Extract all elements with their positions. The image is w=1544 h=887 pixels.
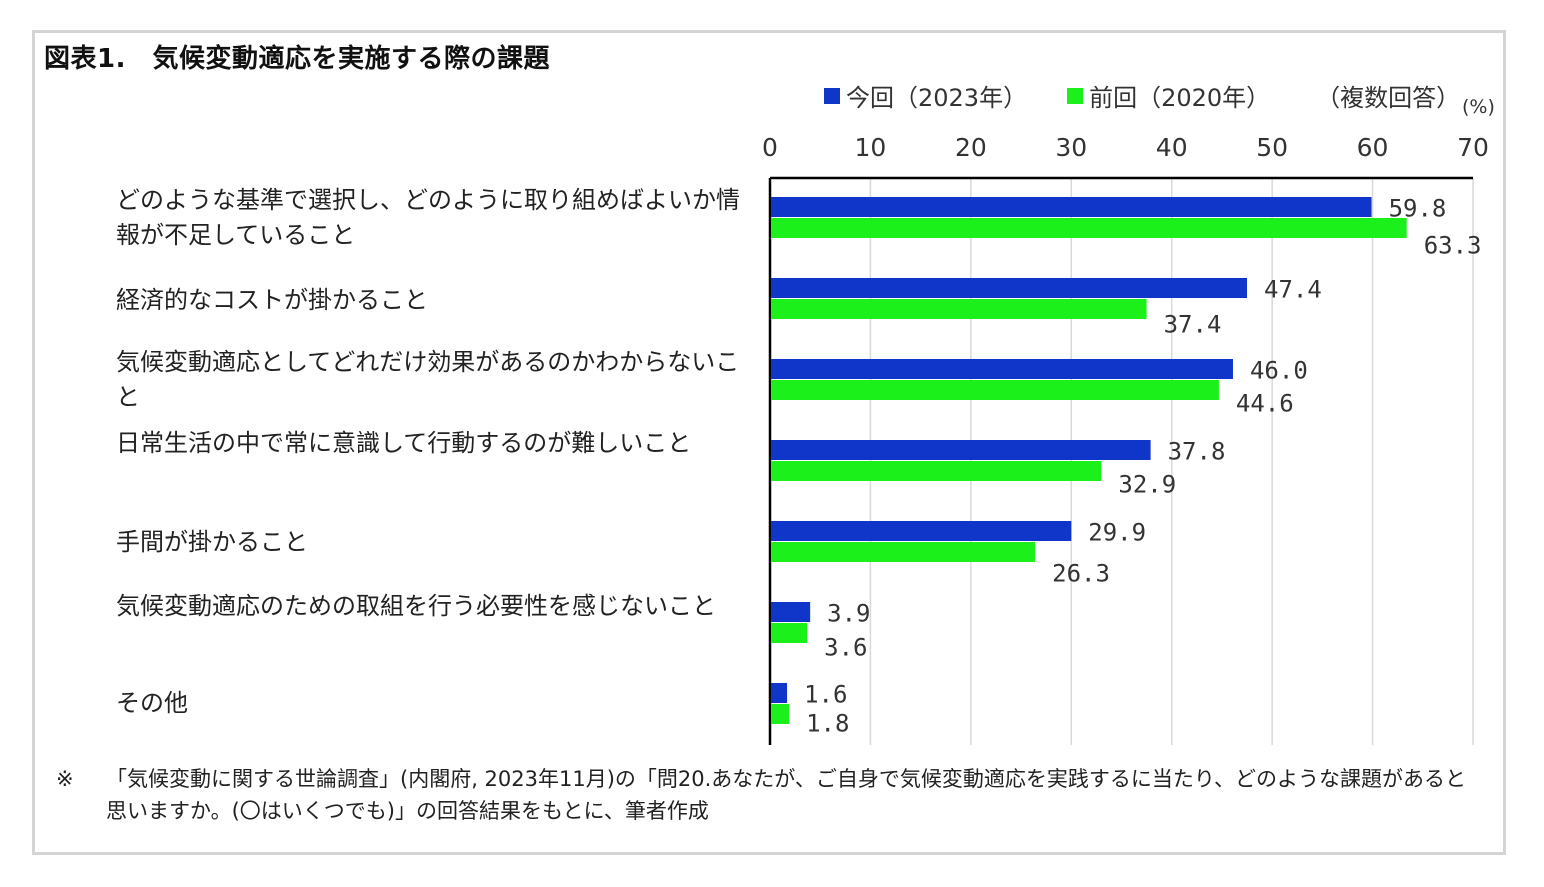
footnote-mark: ※ <box>56 767 74 791</box>
category-label: 経済的なコストが掛かること <box>116 286 428 314</box>
data-label-current: 3.9 <box>827 600 870 628</box>
data-label-previous: 63.3 <box>1424 232 1482 260</box>
data-label-previous: 1.8 <box>806 710 849 738</box>
data-label-current: 47.4 <box>1264 276 1322 304</box>
bar-current <box>771 278 1248 298</box>
legend-note: （複数回答） <box>1316 84 1461 112</box>
chart-legend: 今回（2023年） 前回（2020年） （複数回答） <box>824 78 1460 113</box>
figure-title: 図表1. 気候変動適応を実施する際の課題 <box>44 44 550 74</box>
legend-swatch-current <box>824 87 840 104</box>
bar-current <box>771 440 1151 460</box>
data-label-previous: 3.6 <box>824 634 867 662</box>
category-label: その他 <box>116 689 188 717</box>
x-tick-label: 20 <box>955 133 987 162</box>
category-label: 気候変動適応としてどれだけ効果があるのかわからないこと <box>116 348 740 411</box>
category-label: 手間が掛かること <box>116 528 308 556</box>
data-label-previous: 44.6 <box>1236 390 1294 418</box>
data-label-current: 59.8 <box>1389 195 1447 223</box>
bar-previous <box>771 380 1219 400</box>
data-label-current: 46.0 <box>1250 357 1308 385</box>
x-tick-label: 40 <box>1156 133 1188 162</box>
x-tick-label: 50 <box>1256 133 1288 162</box>
bar-current <box>771 683 788 703</box>
legend-item-previous: 前回（2020年） <box>1067 78 1270 113</box>
data-label-previous: 32.9 <box>1118 471 1176 499</box>
bar-previous <box>771 461 1102 481</box>
x-tick-label: 0 <box>762 133 778 162</box>
category-label: 気候変動適応のための取組を行う必要性を感じないこと <box>116 592 716 620</box>
bar-previous <box>771 542 1036 562</box>
axis-unit-label: (%) <box>1462 96 1495 118</box>
category-label: 日常生活の中で常に意識して行動するのが難しいこと <box>116 429 692 457</box>
data-label-previous: 26.3 <box>1052 560 1110 588</box>
bar-previous <box>771 623 808 643</box>
x-tick-label: 70 <box>1457 133 1489 162</box>
bar-previous <box>771 704 790 724</box>
bar-previous <box>771 218 1407 238</box>
x-tick-label: 10 <box>855 133 887 162</box>
bar-current <box>771 602 811 622</box>
data-label-current: 37.8 <box>1168 438 1226 466</box>
legend-swatch-previous <box>1067 87 1084 104</box>
legend-label-previous: 前回（2020年） <box>1089 84 1271 112</box>
footnote-text: 「気候変動に関する世論調査」(内閣府, 2023年11月)の「問20.あなたが、… <box>106 767 1467 823</box>
legend-label-current: 今回（2023年） <box>846 84 1028 112</box>
x-tick-label: 30 <box>1055 133 1087 162</box>
category-label: どのような基準で選択し、どのように取り組めばよいか情報が不足していること <box>116 186 740 249</box>
footnote: ※ 「気候変動に関する世論調査」(内閣府, 2023年11月)の「問20.あなた… <box>56 763 1486 827</box>
data-label-current: 29.9 <box>1088 519 1146 547</box>
bar-current <box>771 197 1372 217</box>
bar-previous <box>771 299 1147 319</box>
bar-current <box>771 359 1233 379</box>
x-tick-label: 60 <box>1357 133 1389 162</box>
data-label-previous: 37.4 <box>1164 311 1222 339</box>
data-label-current: 1.6 <box>804 681 847 709</box>
bar-current <box>771 521 1072 541</box>
legend-item-current: 今回（2023年） <box>824 78 1027 113</box>
